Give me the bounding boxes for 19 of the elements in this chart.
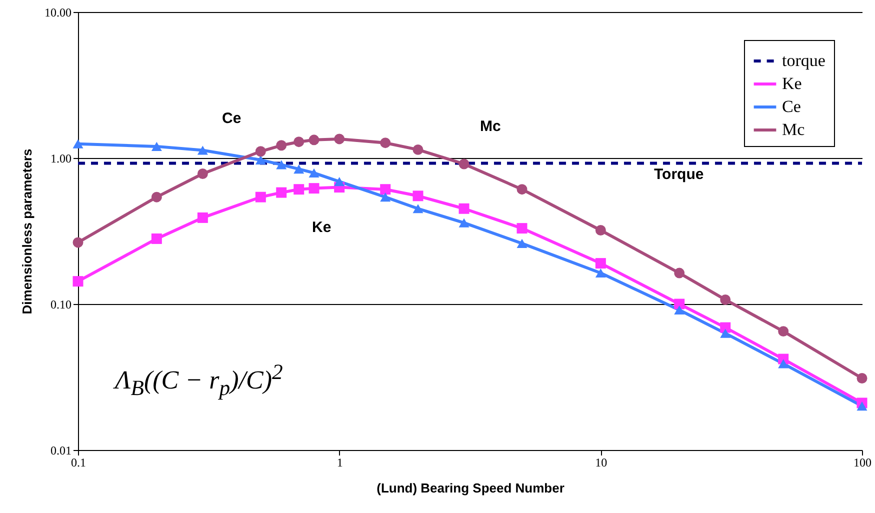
y-tick-label: 0.01	[50, 444, 72, 458]
x-tick-label: 100	[854, 456, 872, 470]
annotation: Mc	[480, 118, 501, 135]
y-axis-title: Dimensionless parameters	[20, 148, 34, 314]
x-tick-label: 1	[336, 456, 343, 470]
annotation: Λ$_{B}$((C − r$_{p}$)/C)$^{2}$	[115, 360, 283, 401]
legend-label: Ce	[782, 97, 801, 116]
y-tick-label: 1.00	[50, 152, 72, 166]
legend-label: Mc	[782, 120, 806, 139]
annotation: Torque	[654, 166, 704, 183]
x-tick-label: 10	[595, 456, 608, 470]
legend-label: torque	[782, 51, 826, 70]
x-axis-title: (Lund) Bearing Speed Number	[376, 480, 564, 496]
y-tick-label: 10.00	[44, 6, 72, 20]
annotation: Ke	[312, 219, 332, 236]
y-tick-label: 0.10	[50, 298, 72, 312]
legend-label: Ke	[782, 74, 802, 93]
annotation: Ce	[222, 110, 242, 127]
x-tick-label: 0.1	[71, 456, 86, 470]
